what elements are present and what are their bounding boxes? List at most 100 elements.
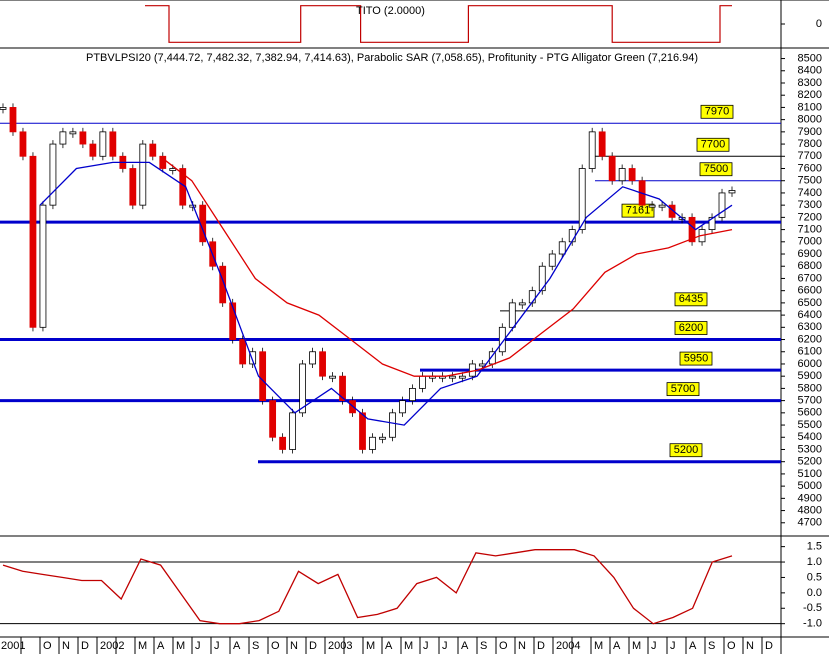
candle [339,375,346,402]
y-tick-label: 7000 [798,236,822,248]
candle [9,107,17,133]
x-tick-label: 2001 [1,640,25,652]
y-tick-label: 7100 [798,223,822,235]
level-box [669,443,703,458]
candle [548,253,556,267]
candle [399,400,406,414]
x-tick-label: O [271,640,280,652]
y-tick-label: 8500 [798,52,822,64]
level-label: 6435 [679,293,703,305]
candle [89,143,97,157]
candle [49,143,57,206]
y-tick-label: 8100 [798,101,822,113]
x-tick-label: 2002 [100,640,124,652]
candle [19,131,27,157]
candle [99,131,107,157]
x-tick-label: M [632,640,641,652]
x-tick-label: A [157,640,165,652]
level-label: 5950 [684,352,708,364]
y-tick-label: 7800 [798,138,822,150]
y-tick-label: 6400 [798,309,822,321]
y-tick-label: 6800 [798,260,822,272]
y-tick-label: 6100 [798,346,822,358]
candle [389,412,396,438]
oscillator-line [2,549,733,625]
x-tick-label: N [62,640,70,652]
candle [29,155,37,328]
candle [578,168,586,230]
y-tick-label: 5500 [798,419,822,431]
candle [558,241,566,255]
y-tick-label: 1.5 [807,541,822,553]
candle [59,131,67,145]
y-tick-label: 7900 [798,126,822,138]
candle [289,412,297,450]
candle [628,168,636,182]
candle [309,351,316,365]
x-tick-label: A [461,640,469,652]
x-tick-label: 2004 [556,640,580,652]
moving-average-line [159,155,733,377]
candle [668,204,676,218]
level-label: 5200 [674,444,698,456]
candle [129,168,137,206]
y-tick-label: 5800 [798,382,822,394]
tito-line [145,5,732,43]
y-tick-label: 7400 [798,187,822,199]
candle [458,375,466,379]
y-tick-label: 5300 [798,443,822,455]
candle [369,436,376,450]
y-tick-label: -0.5 [803,602,822,614]
candle [708,216,716,230]
y-tick-label: 6300 [798,321,822,333]
y-tick-label: 5700 [798,395,822,407]
y-tick-label: 6900 [798,248,822,260]
x-tick-label: S [252,640,259,652]
x-tick-label: J [670,640,676,652]
candle [139,143,147,206]
x-tick-label: J [195,640,201,652]
level-box [700,104,734,119]
candle [419,375,426,389]
level-box [621,203,655,218]
y-tick-label: 6200 [798,333,822,345]
level-box [666,382,700,397]
level-box [679,351,713,366]
tito-label: TITO (2.0000) [356,5,425,17]
level-label: 6200 [679,322,703,334]
x-tick-label: D [81,640,89,652]
candle [658,204,666,208]
candle [608,155,616,182]
x-tick-label: N [746,640,754,652]
level-box [674,321,708,335]
y-tick-label: 7300 [798,199,822,211]
y-tick-label: 7200 [798,211,822,223]
candle [618,168,626,182]
level-label: 7161 [626,205,650,217]
level-label: 7700 [701,139,725,151]
x-tick-label: A [233,640,241,652]
candle [299,363,306,414]
level-label: 5700 [671,383,695,395]
candle [109,131,117,157]
candle [239,339,247,365]
x-tick-label: A [385,640,393,652]
candle [448,375,456,379]
candle [319,351,326,377]
x-tick-label: M [176,640,185,652]
candle [279,436,287,450]
x-tick-label: M [404,640,413,652]
candle [508,302,516,328]
candle [69,131,77,135]
candle [359,412,366,450]
x-tick-label: A [689,640,697,652]
candle [728,190,736,194]
x-tick-label: N [290,640,298,652]
candle [219,265,227,304]
y-tick-label: 7500 [798,175,822,187]
y-tick-label: 5400 [798,431,822,443]
candle [598,131,606,157]
candle [498,326,506,353]
y-tick-label: 5000 [798,480,822,492]
